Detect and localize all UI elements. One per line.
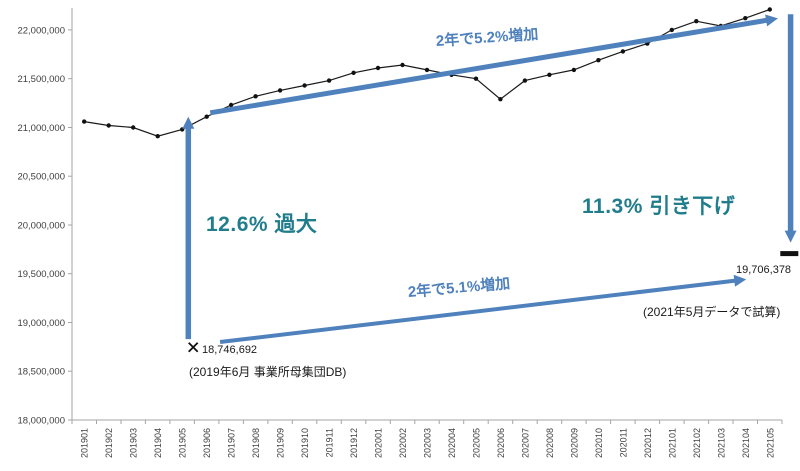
svg-text:202006: 202006 xyxy=(496,428,506,458)
svg-text:202007: 202007 xyxy=(520,428,530,458)
svg-text:202001: 202001 xyxy=(374,428,384,458)
svg-text:201911: 201911 xyxy=(325,428,335,457)
svg-text:202008: 202008 xyxy=(545,428,555,458)
svg-text:201905: 201905 xyxy=(178,428,188,458)
result-point-marker-icon xyxy=(780,251,799,257)
svg-text:202012: 202012 xyxy=(643,428,653,458)
svg-text:201912: 201912 xyxy=(349,428,359,458)
svg-text:202003: 202003 xyxy=(423,428,433,458)
svg-text:202103: 202103 xyxy=(716,428,726,458)
svg-text:202011: 202011 xyxy=(618,428,628,457)
svg-text:202105: 202105 xyxy=(765,428,775,458)
svg-text:201909: 201909 xyxy=(276,428,286,458)
base-point-value: 18,746,692 xyxy=(202,344,258,356)
svg-text:202010: 202010 xyxy=(594,428,604,458)
svg-text:202101: 202101 xyxy=(667,428,677,458)
svg-text:202009: 202009 xyxy=(569,428,579,458)
result-point-value: 19,706,378 xyxy=(736,264,792,276)
svg-text:202104: 202104 xyxy=(741,428,751,458)
base-point-marker-icon xyxy=(188,342,199,353)
y-axis: 18,000,000 18,500,000 19,000,000 19,500,000… xyxy=(17,8,73,427)
svg-text:18,500,000: 18,500,000 xyxy=(17,367,65,378)
reduction-annotation: 11.3% 引き下げ xyxy=(582,195,736,218)
svg-text:201901: 201901 xyxy=(80,428,90,458)
svg-text:18,000,000: 18,000,000 xyxy=(17,416,65,427)
svg-text:202102: 202102 xyxy=(692,428,702,458)
svg-text:202004: 202004 xyxy=(447,428,457,458)
svg-text:201904: 201904 xyxy=(153,428,163,458)
overestimate-annotation: 12.6% 過大 xyxy=(206,213,318,236)
svg-text:19,000,000: 19,000,000 xyxy=(17,318,65,329)
top-growth-arrow xyxy=(209,14,778,116)
annotation-arrows xyxy=(182,14,797,344)
svg-text:22,000,000: 22,000,000 xyxy=(17,25,65,36)
svg-text:202002: 202002 xyxy=(398,428,408,458)
svg-text:201903: 201903 xyxy=(129,428,139,458)
result-point-caption: (2021年5月データで試算) xyxy=(643,305,781,319)
x-axis: 201901 201902 201903 201904 201905 201906 2019… xyxy=(71,419,783,458)
svg-text:201908: 201908 xyxy=(251,428,261,458)
svg-text:20,500,000: 20,500,000 xyxy=(17,172,65,183)
svg-text:201910: 201910 xyxy=(300,428,310,458)
svg-text:21,500,000: 21,500,000 xyxy=(17,74,65,85)
svg-text:21,000,000: 21,000,000 xyxy=(17,123,65,134)
base-point-caption: (2019年6月 事業所母集団DB) xyxy=(189,365,347,379)
data-series xyxy=(82,7,772,139)
svg-text:19,500,000: 19,500,000 xyxy=(17,269,65,280)
svg-text:202005: 202005 xyxy=(472,428,482,458)
svg-text:201902: 201902 xyxy=(104,428,114,458)
svg-text:201906: 201906 xyxy=(202,428,212,458)
svg-text:20,000,000: 20,000,000 xyxy=(17,221,65,232)
bottom-growth-arrow xyxy=(219,274,747,344)
svg-text:201907: 201907 xyxy=(227,428,237,458)
